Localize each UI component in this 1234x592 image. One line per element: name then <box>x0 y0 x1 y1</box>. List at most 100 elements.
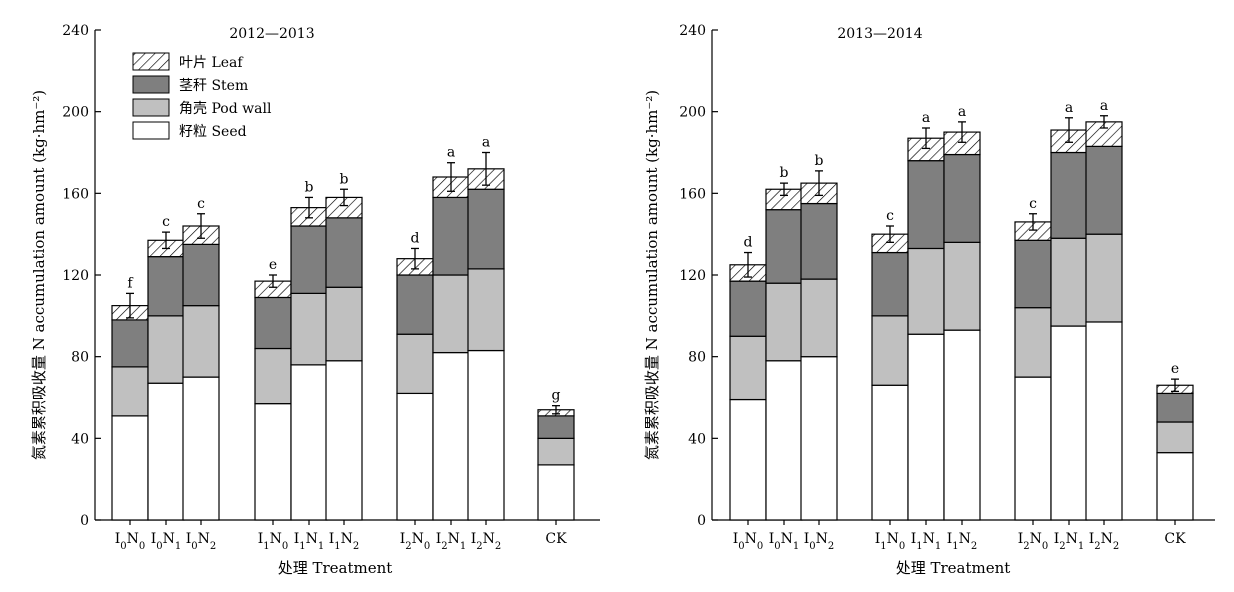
x-tick-label: CK <box>545 531 567 547</box>
bar-segment-seed <box>111 415 149 521</box>
x-tick-label: I2N2 <box>1089 531 1120 552</box>
legend-label-leaf: 叶片 Leaf <box>179 55 244 71</box>
bar-segment-pod-wall <box>254 347 292 405</box>
y-tick-label: 200 <box>679 105 706 121</box>
bar-segment-seed <box>396 392 434 521</box>
x-tick-label: I2N2 <box>471 531 502 552</box>
bar-segment-stem <box>765 209 803 284</box>
significance-label: b <box>815 153 824 169</box>
bar-segment-stem <box>729 280 767 337</box>
bar-segment-pod-wall <box>1156 421 1194 454</box>
bar-segment-seed <box>907 333 945 521</box>
bar-segment-seed <box>800 356 838 521</box>
chart-panel-2012-2013: 2012—2013 处理 Treatment 氮素累积吸收量 N accumul… <box>30 23 600 577</box>
bar-segment-stem <box>537 415 575 439</box>
x-tick-label: I1N2 <box>947 531 978 552</box>
bar-segment-seed <box>432 351 470 521</box>
y-axis-title: 氮素累积吸收量 N accumulation amount (kg·hm⁻²) <box>30 90 48 460</box>
legend-label-stem: 茎秆 Stem <box>179 78 248 94</box>
y-tick-label: 80 <box>688 350 706 366</box>
bar-segment-pod-wall <box>467 268 505 352</box>
significance-label: f <box>127 275 134 291</box>
x-tick-label: I0N1 <box>769 531 800 552</box>
significance-label: a <box>1065 100 1073 116</box>
bar-segment-pod-wall <box>432 274 470 354</box>
bar-segment-seed <box>325 360 363 521</box>
bar-segment-seed <box>729 398 767 521</box>
bar-segment-seed <box>537 464 575 521</box>
x-tick-label: I0N0 <box>115 531 146 552</box>
panel-title: 2013—2014 <box>837 26 922 42</box>
bar-segment-stem <box>432 196 470 276</box>
bar-segment-seed <box>871 384 909 521</box>
y-tick-label: 240 <box>62 23 89 39</box>
significance-label: a <box>922 110 930 126</box>
bar-segment-pod-wall <box>907 247 945 335</box>
y-tick-label: 40 <box>71 431 89 447</box>
bar-segment-pod-wall <box>1050 237 1088 327</box>
panel-title: 2012—2013 <box>229 26 314 42</box>
bar-segment-seed <box>1014 376 1052 521</box>
bar-segment-stem <box>147 256 185 317</box>
bar-segment-stem <box>907 160 945 250</box>
bar-segment-stem <box>1050 151 1088 239</box>
x-tick-label: I0N2 <box>186 531 217 552</box>
significance-label: b <box>780 165 789 181</box>
legend-label-pod-wall: 角壳 Pod wall <box>179 100 272 117</box>
bar-segment-seed <box>147 382 185 521</box>
bar-segment-pod-wall <box>396 333 434 395</box>
y-tick-label: 120 <box>679 268 706 284</box>
y-tick-label: 240 <box>679 23 706 39</box>
significance-label: d <box>411 230 420 246</box>
x-tick-label: I2N0 <box>1018 531 1049 552</box>
bar-segment-seed <box>290 364 328 521</box>
bar-segment-pod-wall <box>290 292 328 366</box>
bar-segment-seed <box>182 376 220 521</box>
x-tick-label: I1N1 <box>911 531 942 552</box>
legend-swatch-leaf <box>132 52 170 71</box>
significance-label: e <box>1171 361 1179 377</box>
significance-label: g <box>552 388 561 404</box>
chart-panel-2013-2014: 2013—2014 处理 Treatment 氮素累积吸收量 N accumul… <box>643 23 1215 577</box>
significance-label: c <box>1029 196 1037 212</box>
bar-segment-seed <box>467 349 505 521</box>
bar-segment-pod-wall <box>537 437 575 466</box>
x-tick-label: I0N2 <box>804 531 835 552</box>
x-tick-label: I1N1 <box>294 531 325 552</box>
significance-label: d <box>744 235 753 251</box>
legend-label-seed: 籽粒 Seed <box>179 124 247 140</box>
x-axis-title: 处理 Treatment <box>896 559 1011 577</box>
significance-label: a <box>447 145 455 161</box>
legend-swatch-stem <box>132 75 170 94</box>
bar-segment-stem <box>1156 392 1194 423</box>
bar-segment-seed <box>1156 452 1194 521</box>
bar-segment-seed <box>765 360 803 521</box>
significance-label: a <box>958 104 966 120</box>
x-tick-label: I0N0 <box>733 531 764 552</box>
y-tick-label: 120 <box>62 268 89 284</box>
x-tick-label: I2N0 <box>400 531 431 552</box>
bar-segment-stem <box>396 274 434 335</box>
y-tick-label: 160 <box>62 186 89 202</box>
bar-segment-stem <box>943 153 981 243</box>
x-tick-label: I1N0 <box>875 531 906 552</box>
bar-segment-stem <box>254 296 292 350</box>
bar-segment-stem <box>1085 145 1123 235</box>
legend-swatch-seed <box>132 121 170 140</box>
y-tick-label: 200 <box>62 105 89 121</box>
bar-segment-pod-wall <box>1014 307 1052 378</box>
x-tick-label: I2N1 <box>1054 531 1085 552</box>
bar-segment-pod-wall <box>325 286 363 362</box>
bar-segment-pod-wall <box>871 315 909 386</box>
significance-label: b <box>340 171 349 187</box>
x-tick-label: I1N2 <box>329 531 360 552</box>
y-tick-label: 0 <box>80 513 89 529</box>
bar-segment-pod-wall <box>800 278 838 358</box>
significance-label: e <box>269 257 277 273</box>
y-axis-title: 氮素累积吸收量 N accumulation amount (kg·hm⁻²) <box>643 90 661 460</box>
x-tick-label: I2N1 <box>436 531 467 552</box>
significance-label: c <box>162 214 170 230</box>
bar-segment-seed <box>1085 321 1123 521</box>
bar-segment-stem <box>325 217 363 288</box>
